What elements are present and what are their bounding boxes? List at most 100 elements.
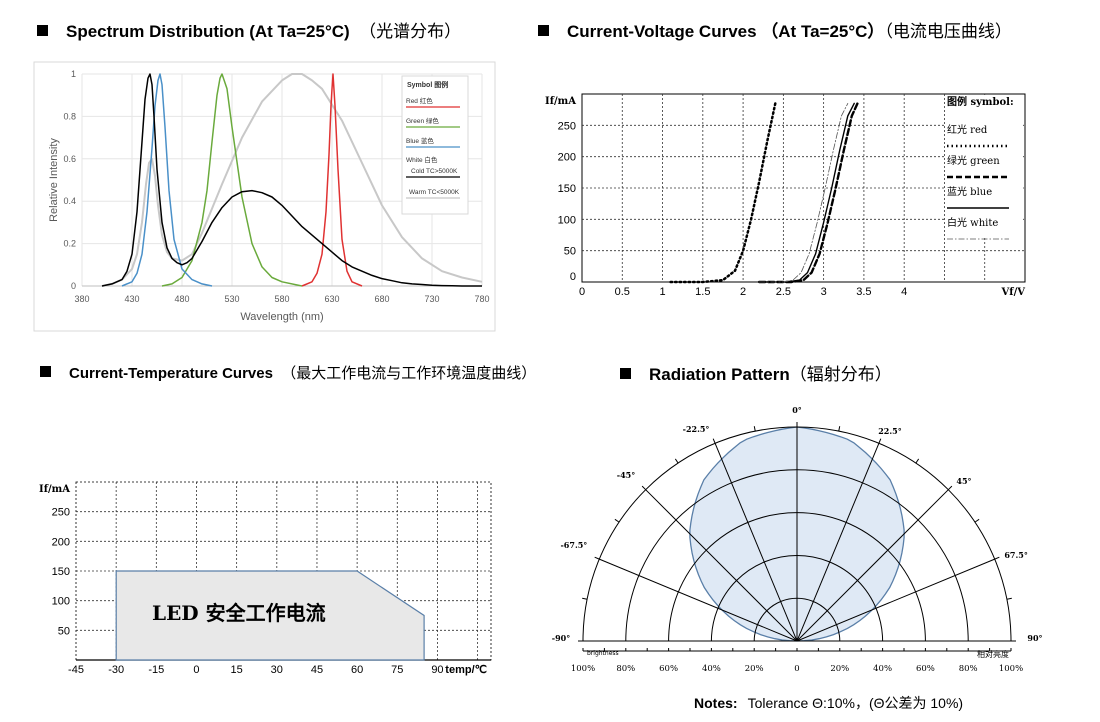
- it-ytick-label: 100: [52, 596, 70, 608]
- radiation-title: Radiation Pattern: [649, 365, 790, 384]
- spectrum-legend-label: Green 绿色: [406, 116, 439, 125]
- radiation-tick: [1006, 597, 1012, 600]
- spectrum-series-line: [101, 73, 483, 287]
- it-xtick-label: 90: [431, 664, 443, 676]
- radiation-tick: [838, 426, 841, 432]
- notes-text: Tolerance Θ:10%，(Θ公差为 10%): [747, 695, 964, 711]
- radiation-bottom-label: 80%: [959, 664, 978, 674]
- radiation-tick: [994, 556, 1000, 560]
- spectrum-section-title: Spectrum Distribution (At Ta=25°C) （光谱分布…: [37, 17, 461, 42]
- spectrum-legend-label: Blue 蓝色: [406, 136, 434, 145]
- iv-legend-title: 图例 symbol:: [947, 95, 1014, 108]
- spectrum-ytick-label: 0.2: [63, 239, 76, 249]
- radiation-angle-label: 67.5°: [1004, 550, 1027, 560]
- it-ytick-label: 250: [52, 507, 70, 519]
- spectrum-xtick-label: 430: [124, 294, 139, 304]
- it-xtick-label: 45: [311, 664, 323, 676]
- it-annotation: LED 安全工作电流: [152, 601, 326, 625]
- radiation-spoke: [599, 558, 798, 642]
- spectrum-xtick-label: 480: [174, 294, 189, 304]
- iv-xtick-label: 0.5: [615, 286, 630, 298]
- square-bullet-icon: [538, 25, 549, 36]
- spectrum-xlabel: Wavelength (nm): [240, 311, 323, 323]
- radiation-bottom-label: 40%: [873, 664, 892, 674]
- spectrum-xtick-label: 730: [424, 294, 439, 304]
- radiation-spoke: [796, 443, 880, 642]
- radiation-tick: [582, 597, 588, 600]
- radiation-tick: [674, 458, 679, 464]
- spectrum-xtick-label: 530: [224, 294, 239, 304]
- radiation-bottom-label: 0: [794, 664, 799, 674]
- radiation-left-axis-label: brightness: [587, 650, 619, 657]
- spectrum-series-line: [161, 73, 303, 287]
- spectrum-xtick-label: 380: [74, 294, 89, 304]
- radiation-angle-label: -22.5°: [683, 424, 710, 434]
- iv-title-cn: （电流电压曲线）: [884, 22, 1012, 41]
- spectrum-legend-label: Warm TC<5000K: [409, 189, 460, 196]
- notes-label: Notes:: [694, 695, 738, 711]
- iv-ytick-label: 100: [558, 214, 576, 226]
- spectrum-legend-label: White 白色: [406, 155, 438, 164]
- iv-series-line: [669, 102, 777, 284]
- spectrum-xtick-label: 630: [324, 294, 339, 304]
- it-xtick-label: 15: [231, 664, 243, 676]
- it-section-title: Current-Temperature Curves （最大工作电流与工作环境温…: [40, 362, 536, 383]
- spectrum-xtick-label: 580: [274, 294, 289, 304]
- spectrum-ytick-label: 0.8: [63, 111, 76, 121]
- it-safe-area: [115, 570, 425, 661]
- radiation-spoke: [796, 489, 949, 642]
- it-xtick-label: 60: [351, 664, 363, 676]
- radiation-angle-label: -90°: [552, 633, 570, 643]
- spectrum-title-cn: （光谱分布）: [359, 22, 462, 41]
- spectrum-series-line: [301, 73, 363, 287]
- radiation-tick: [641, 485, 647, 491]
- spectrum-ylabel: Relative Intensity: [48, 138, 60, 222]
- spectrum-legend-box: [401, 75, 469, 215]
- radiation-angle-label: 22.5°: [878, 426, 901, 436]
- it-ytick-label: 150: [52, 566, 70, 578]
- radiation-tick: [712, 438, 716, 444]
- radiation-tick: [915, 458, 920, 464]
- spectrum-legend-title: Symbol 图例: [407, 80, 448, 89]
- iv-xtick-label: 3: [821, 286, 827, 298]
- radiation-bottom-label: 100%: [571, 664, 595, 674]
- it-xtick-label: -30: [108, 664, 124, 676]
- radiation-tick: [614, 518, 620, 523]
- iv-series-line: [758, 102, 855, 283]
- iv-xtick-label: 3.5: [856, 286, 871, 298]
- spectrum-xtick-label: 680: [374, 294, 389, 304]
- iv-xtick-label: 2: [740, 286, 746, 298]
- it-xlabel: temp/℃: [445, 664, 487, 676]
- it-ytick-label: 50: [58, 625, 70, 637]
- square-bullet-icon: [37, 25, 48, 36]
- it-xtick-label: -15: [148, 664, 164, 676]
- it-xtick-label: -45: [68, 664, 84, 676]
- iv-legend-label: 白光 white: [947, 216, 998, 229]
- spectrum-ytick-label: 1: [71, 69, 76, 79]
- iv-legend-bg: [945, 95, 1023, 237]
- radiation-angle-label: -45°: [617, 470, 635, 480]
- radiation-angle-label: 90°: [1027, 633, 1042, 643]
- radiation-spoke: [796, 558, 995, 642]
- notes: Notes: Tolerance Θ:10%，(Θ公差为 10%): [694, 693, 963, 713]
- it-title-cn: （最大工作电流与工作环境温度曲线）: [281, 365, 537, 382]
- iv-ytick-label: 200: [558, 152, 576, 164]
- iv-ytick-label: 50: [564, 246, 576, 258]
- it-ytick-label: 200: [52, 536, 70, 548]
- radiation-title-cn: （辐射分布）: [789, 365, 892, 384]
- spectrum-ytick-label: 0: [71, 281, 76, 291]
- iv-xtick-label: 2.5: [776, 286, 791, 298]
- iv-ytick-label: 250: [558, 120, 576, 132]
- radiation-tick: [753, 426, 756, 432]
- radiation-spoke: [645, 489, 798, 642]
- iv-title: Current-Voltage Curves （At Ta=25°C）: [567, 22, 885, 41]
- radiation-bottom-label: 20%: [745, 664, 764, 674]
- spectrum-title: Spectrum Distribution (At Ta=25°C): [66, 22, 350, 41]
- radiation-bottom-label: 80%: [616, 664, 635, 674]
- radiation-angle-label: 45°: [956, 476, 971, 486]
- iv-xtick-label: 1: [659, 286, 665, 298]
- iv-ylabel: If/mA: [545, 96, 576, 107]
- square-bullet-icon: [620, 368, 631, 379]
